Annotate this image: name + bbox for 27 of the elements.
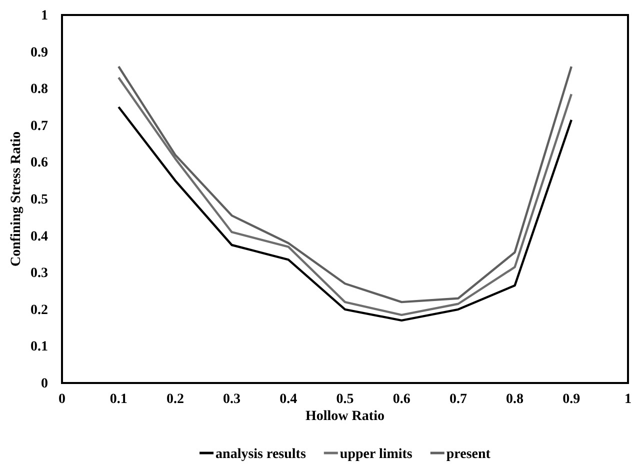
y-tick-label: 0.9: [30, 45, 48, 60]
x-tick-label: 0.6: [392, 392, 410, 407]
y-tick-label: 0.3: [30, 266, 48, 282]
x-tick-label: 1: [624, 392, 632, 407]
legend-label: present: [446, 447, 491, 462]
y-tick-label: 0.1: [30, 340, 48, 355]
y-tick-label: 1: [41, 8, 48, 24]
legend-label: analysis results: [216, 447, 306, 462]
x-tick-label: 0.1: [110, 392, 128, 407]
x-tick-label: 0.2: [166, 392, 184, 407]
x-axis-title: Hollow Ratio: [306, 409, 384, 424]
y-axis-title: Confining Stress Ratio: [9, 131, 24, 267]
y-tick-label: 0: [41, 376, 48, 392]
legend-label: upper limits: [340, 447, 413, 462]
x-tick-label: 0.8: [506, 392, 524, 407]
y-tick-label: 0.8: [30, 82, 48, 98]
y-tick-label: 0.7: [30, 118, 48, 134]
y-tick-label: 0.6: [30, 156, 48, 171]
x-tick-label: 0: [58, 392, 66, 407]
y-tick-label: 0.4: [30, 229, 48, 244]
x-tick-label: 0.5: [336, 392, 354, 407]
x-tick-label: 0.4: [280, 392, 298, 407]
y-tick-label: 0.5: [30, 192, 48, 208]
x-tick-label: 0.9: [562, 392, 580, 407]
y-tick-label: 0.2: [30, 302, 48, 318]
x-tick-label: 0.3: [223, 392, 241, 407]
x-tick-label: 0.7: [449, 392, 467, 407]
